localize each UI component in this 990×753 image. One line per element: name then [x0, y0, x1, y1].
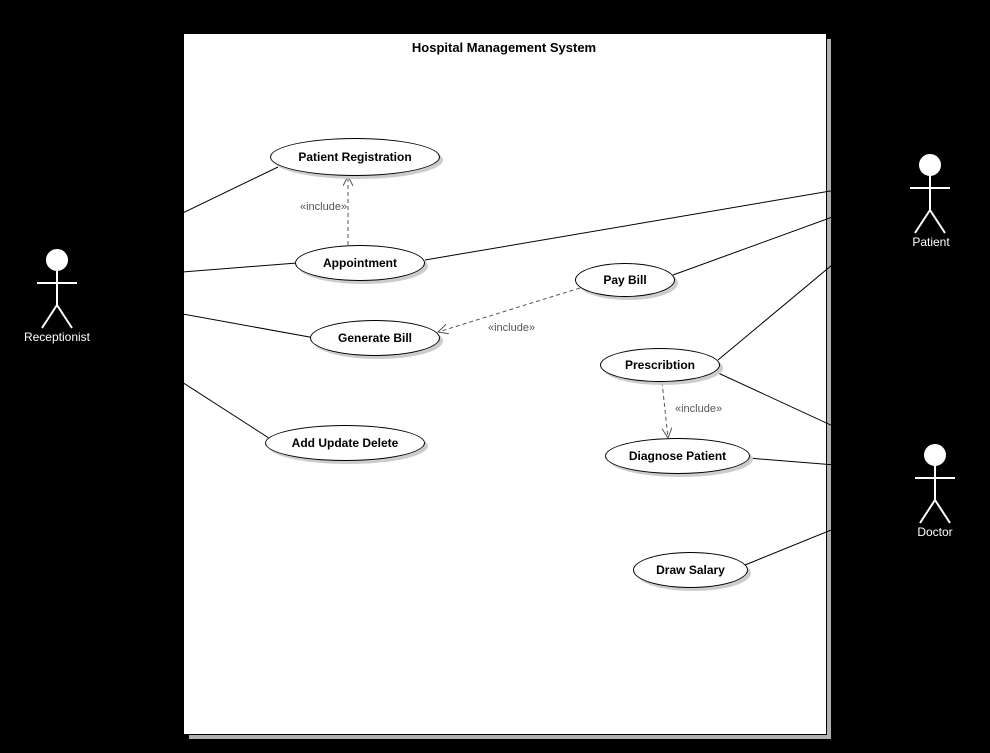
- actor-label-receptionist: Receptionist: [16, 330, 98, 344]
- system-boundary: [183, 33, 827, 735]
- actor-label-doctor: Doctor: [910, 525, 960, 539]
- system-title: Hospital Management System: [183, 40, 825, 55]
- usecase-prescription: Prescribtion: [600, 348, 720, 382]
- include-label: «include»: [488, 322, 535, 334]
- include-label: «include»: [675, 403, 722, 415]
- usecase-add-update-delete: Add Update Delete: [265, 425, 425, 461]
- actor-receptionist: [37, 250, 77, 328]
- usecase-draw-salary: Draw Salary: [633, 552, 748, 588]
- usecase-diagnose-patient: Diagnose Patient: [605, 438, 750, 474]
- include-label: «include»: [300, 201, 347, 213]
- usecase-generate-bill: Generate Bill: [310, 320, 440, 356]
- actor-doctor: [915, 445, 955, 523]
- actor-patient: [910, 155, 950, 233]
- usecase-pay-bill: Pay Bill: [575, 263, 675, 297]
- actor-label-patient: Patient: [905, 235, 957, 249]
- usecase-patient-registration: Patient Registration: [270, 138, 440, 176]
- usecase-appointment: Appointment: [295, 245, 425, 281]
